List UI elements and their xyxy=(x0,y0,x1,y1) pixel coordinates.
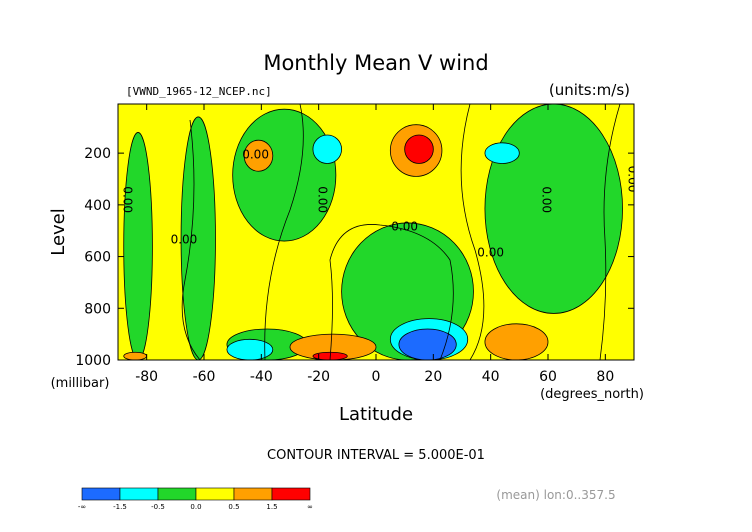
wind-region xyxy=(243,139,274,172)
legend-swatch xyxy=(233,487,273,501)
wind-region xyxy=(289,333,377,360)
contour-label: 0.00 xyxy=(477,246,504,260)
wind-region xyxy=(312,134,342,164)
y-tick-label: 200 xyxy=(84,146,111,162)
legend-label: -∞ xyxy=(78,503,86,511)
x-unit-label: (degrees_north) xyxy=(540,387,644,402)
contour-label: 0.00 xyxy=(242,147,269,161)
legend-label: 0.5 xyxy=(228,503,239,511)
contour-label: 0.00 xyxy=(539,186,553,213)
x-tick-label: 80 xyxy=(596,369,614,385)
legend-label: -0.5 xyxy=(151,503,165,511)
x-tick-label: -40 xyxy=(250,369,273,385)
wind-region xyxy=(180,116,216,360)
y-unit-label: (millibar) xyxy=(51,376,110,391)
y-tick-label: 800 xyxy=(84,301,111,317)
wind-region xyxy=(398,328,457,360)
legend-label: 1.5 xyxy=(266,503,277,511)
wind-field xyxy=(118,104,634,360)
contour-line xyxy=(264,104,304,360)
averaging-note: (mean) lon:0..357.5 xyxy=(496,488,615,502)
contour-line xyxy=(460,104,485,360)
y-tick-label: 1000 xyxy=(75,353,111,369)
wind-region xyxy=(123,351,148,360)
contour-line xyxy=(329,224,454,360)
wind-region xyxy=(404,134,434,164)
legend-label: -1.5 xyxy=(113,503,127,511)
y-tick-label: 400 xyxy=(84,198,111,214)
dataset-label: [VWND_1965-12_NCEP.nc] xyxy=(126,85,272,98)
legend-swatch xyxy=(119,487,159,501)
units-label: (units:m/s) xyxy=(549,81,630,99)
chart-title: Monthly Mean V wind xyxy=(263,51,488,75)
x-tick-label: 40 xyxy=(482,369,500,385)
legend-label: 0.0 xyxy=(190,503,201,511)
x-tick-label: -20 xyxy=(307,369,330,385)
wind-region xyxy=(484,142,520,164)
legend-swatch xyxy=(157,487,197,501)
x-tick-label: -80 xyxy=(135,369,158,385)
contour-label: 0.00 xyxy=(316,186,330,213)
wind-region xyxy=(123,132,153,360)
contour-line xyxy=(599,104,621,360)
y-axis: 200 400 600 800 1000 xyxy=(75,146,634,369)
contour-label: 0.00 xyxy=(391,220,418,234)
wind-region xyxy=(226,338,274,360)
wind-region xyxy=(232,108,337,242)
legend-swatch xyxy=(195,487,235,501)
legend-swatch xyxy=(271,487,311,501)
wind-region xyxy=(484,323,549,360)
contour-label: 0.00 xyxy=(171,233,198,247)
legend-label: ∞ xyxy=(307,503,313,511)
x-tick-label: 60 xyxy=(539,369,557,385)
color-legend: -∞ -1.5 -0.5 0.0 0.5 1.5 ∞ xyxy=(78,487,313,511)
contour-lines: 0.00 0.00 0.00 0.00 0.00 0.00 0.00 0.00 xyxy=(121,104,639,360)
x-tick-label: 0 xyxy=(372,369,381,385)
contour-label: 0.00 xyxy=(121,186,135,213)
y-axis-title: Level xyxy=(48,208,69,256)
contour-interval-label: CONTOUR INTERVAL = 5.000E-01 xyxy=(267,448,485,463)
legend-swatch xyxy=(81,487,121,501)
contour-line xyxy=(181,119,201,360)
x-tick-label: -60 xyxy=(193,369,216,385)
x-tick-label: 20 xyxy=(424,369,442,385)
x-axis: -80 -60 -40 -20 0 20 40 60 80 xyxy=(135,104,614,385)
x-axis-title: Latitude xyxy=(339,404,413,425)
y-tick-label: 600 xyxy=(84,250,111,266)
contour-label: 0.00 xyxy=(625,166,639,193)
